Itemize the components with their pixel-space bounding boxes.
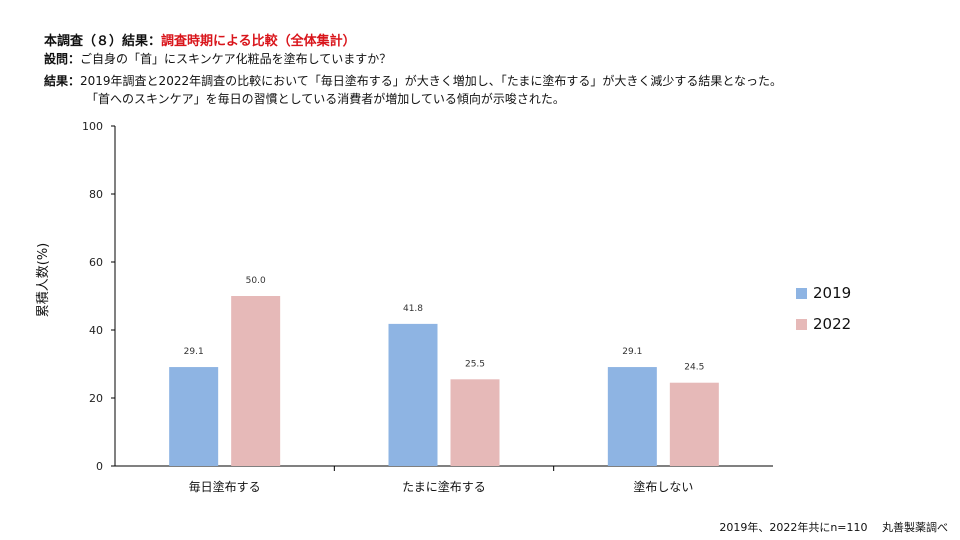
legend-item-2022: 2022 [796, 315, 851, 333]
data-label-2019: 29.1 [622, 347, 642, 357]
y-axis-label: 累積人数(%) [36, 243, 51, 318]
data-label-2019: 41.8 [403, 304, 423, 314]
y-tick-label: 20 [89, 392, 103, 405]
y-tick-label: 100 [82, 120, 103, 133]
legend-swatch-2019 [796, 287, 807, 299]
result-label: 結果： [44, 74, 81, 88]
y-tick-label: 40 [89, 324, 103, 337]
page-title: 本調査（８）結果：調査時期による比較（全体集計） [44, 30, 356, 49]
y-tick-label: 60 [89, 256, 103, 269]
bar-2022 [231, 296, 281, 466]
x-category-label: 塗布しない [633, 479, 693, 494]
bar-2019 [169, 367, 219, 466]
result-line-2: 「首へのスキンケア」を毎日の習慣としている消費者が増加している傾向が示唆された。 [86, 92, 565, 106]
legend-item-2019: 2019 [796, 284, 851, 302]
data-label-2022: 24.5 [684, 363, 704, 373]
legend-swatch-2022 [796, 318, 807, 330]
legend-label-2019: 2019 [813, 284, 852, 302]
result-line-1: 結果：2019年調査と2022年調査の比較において「毎日塗布する」が大きく増加し… [44, 72, 782, 89]
data-label-2022: 25.5 [465, 359, 485, 369]
question: 設問：ご自身の「首」にスキンケア化粧品を塗布していますか？ [44, 50, 391, 67]
x-category-label: 毎日塗布する [189, 479, 261, 494]
bar-2019 [388, 323, 438, 466]
question-text: ご自身の「首」にスキンケア化粧品を塗布していますか？ [80, 52, 392, 66]
title-highlight: 調査時期による比較（全体集計） [161, 34, 356, 49]
y-tick-label: 80 [89, 188, 103, 201]
bar-2019 [607, 367, 657, 466]
data-label-2019: 29.1 [184, 347, 204, 357]
data-label-2022: 50.0 [246, 276, 266, 286]
title-prefix: 本調査（８）結果： [44, 34, 162, 49]
bar-2022 [669, 382, 719, 466]
x-category-label: たまに塗布する [402, 479, 486, 494]
bar-2022 [450, 379, 500, 466]
result-text-1: 2019年調査と2022年調査の比較において「毎日塗布する」が大きく増加し、「た… [80, 74, 783, 88]
footer-note: 2019年、2022年共にn=110 丸善製薬調べ [719, 521, 948, 534]
question-label: 設問： [44, 52, 81, 66]
y-tick-label: 0 [96, 460, 103, 473]
legend-label-2022: 2022 [813, 315, 852, 333]
